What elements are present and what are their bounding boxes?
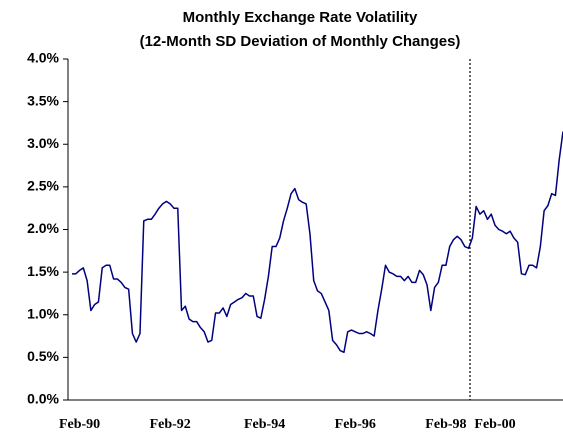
x-tick-label: Feb-00 — [474, 417, 515, 432]
y-tick-label: 1.0% — [27, 305, 59, 321]
x-tick-label: Feb-98 — [425, 417, 466, 432]
y-tick-label: 0.0% — [27, 391, 59, 407]
y-tick-label: 2.0% — [27, 220, 59, 236]
y-tick-label: 1.5% — [27, 263, 59, 279]
x-tick-label: Feb-94 — [244, 417, 285, 432]
chart-subtitle: (12-Month SD Deviation of Monthly Change… — [140, 33, 461, 50]
y-tick-label: 3.5% — [27, 92, 59, 108]
y-tick-label: 4.0% — [27, 50, 59, 66]
chart-title: Monthly Exchange Rate Volatility — [183, 9, 418, 26]
y-tick-label: 3.0% — [27, 135, 59, 151]
series-line — [72, 131, 563, 354]
y-tick-label: 0.5% — [27, 348, 59, 364]
y-tick-label: 2.5% — [27, 178, 59, 194]
x-tick-label: Feb-90 — [59, 417, 100, 432]
x-tick-label: Feb-92 — [150, 417, 191, 432]
x-tick-label: Feb-96 — [335, 417, 376, 432]
